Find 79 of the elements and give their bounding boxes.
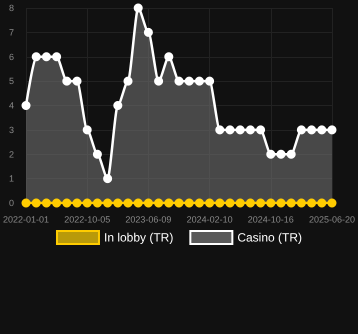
- point: [236, 125, 245, 134]
- point: [164, 198, 174, 208]
- point: [194, 198, 204, 208]
- point: [92, 150, 102, 159]
- y-tick-label: 2: [9, 149, 14, 160]
- point: [92, 198, 102, 208]
- y-tick-label: 3: [9, 124, 14, 135]
- point: [184, 198, 194, 208]
- y-tick-label: 1: [9, 174, 14, 184]
- point: [246, 125, 255, 134]
- point: [154, 198, 164, 208]
- point: [113, 101, 122, 110]
- point: [276, 198, 286, 208]
- point: [62, 198, 72, 208]
- point: [286, 150, 296, 159]
- point: [215, 198, 224, 208]
- point: [103, 198, 112, 208]
- point: [144, 198, 153, 208]
- point: [307, 125, 316, 134]
- point: [327, 125, 336, 134]
- y-tick-label: 6: [9, 52, 14, 62]
- point: [32, 52, 41, 62]
- y-tick-label: 0: [9, 198, 14, 208]
- point: [327, 198, 336, 208]
- x-tick-label: 2024-10-16: [248, 214, 294, 224]
- point: [205, 198, 214, 208]
- x-tick-label: 2022-01-01: [2, 214, 50, 224]
- legend-label: Casino (TR): [237, 230, 302, 244]
- point: [317, 125, 326, 134]
- y-tick-label: 4: [9, 100, 14, 110]
- point: [52, 52, 62, 62]
- point: [317, 198, 326, 208]
- point: [134, 198, 143, 208]
- point: [52, 198, 62, 208]
- point: [226, 198, 234, 208]
- point: [124, 76, 133, 86]
- point: [32, 198, 41, 208]
- legend-label: In lobby (TR): [104, 230, 174, 244]
- point: [82, 125, 92, 134]
- point: [236, 198, 245, 208]
- y-tick-label: 7: [9, 27, 14, 38]
- point: [246, 198, 255, 208]
- point: [226, 125, 234, 134]
- point: [307, 198, 316, 208]
- point: [266, 198, 276, 208]
- point: [256, 198, 266, 208]
- point: [296, 198, 306, 208]
- point: [276, 150, 286, 159]
- y-tick-label: 8: [9, 3, 14, 13]
- point: [22, 101, 31, 110]
- point: [42, 198, 51, 208]
- x-tick-label: 2024-02-10: [186, 214, 233, 224]
- x-tick-label: 2023-06-09: [125, 214, 172, 224]
- point: [215, 125, 224, 134]
- x-tick-label: 2022-10-05: [64, 214, 110, 224]
- point: [266, 150, 276, 159]
- point: [174, 198, 184, 208]
- point: [82, 198, 92, 208]
- point: [72, 198, 82, 208]
- point: [124, 198, 133, 208]
- point: [184, 76, 194, 86]
- point: [42, 52, 51, 62]
- point: [72, 76, 82, 86]
- point: [144, 28, 153, 37]
- point: [103, 174, 112, 184]
- point: [205, 76, 214, 86]
- point: [164, 52, 174, 62]
- x-tick-label: 2025-06-20: [308, 214, 356, 224]
- point: [174, 76, 184, 86]
- point: [286, 198, 296, 208]
- point: [134, 4, 143, 12]
- point: [256, 125, 266, 134]
- point: [113, 198, 122, 208]
- point: [62, 76, 72, 86]
- point: [154, 76, 164, 86]
- point: [22, 198, 31, 208]
- y-tick-label: 5: [9, 76, 14, 86]
- point: [194, 76, 204, 86]
- point: [296, 125, 306, 134]
